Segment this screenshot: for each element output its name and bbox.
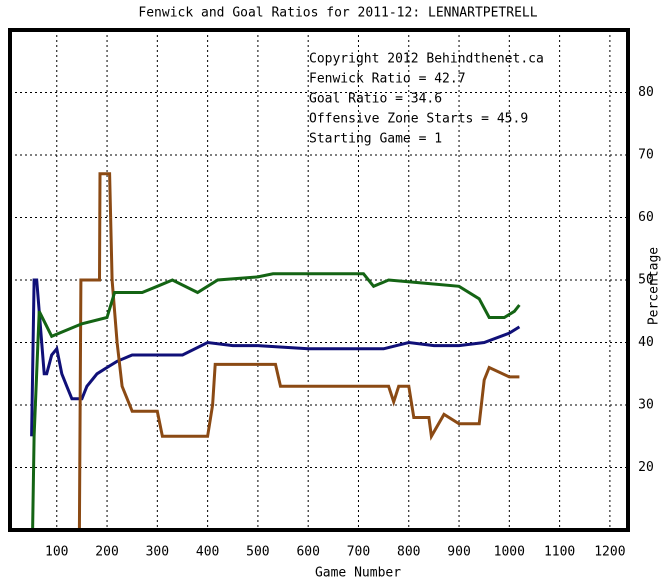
- y-tick-label: 50: [638, 273, 654, 288]
- legend-label: Offensive Zone Starts = 45.9: [309, 112, 528, 127]
- annotation: Starting Game = 1: [309, 132, 442, 147]
- y-tick-label: 30: [638, 398, 654, 413]
- x-tick-label: 800: [397, 545, 420, 560]
- x-tick-label: 900: [447, 545, 470, 560]
- x-tick-label: 500: [246, 545, 269, 560]
- annotation: Copyright 2012 Behindthenet.ca: [309, 52, 544, 67]
- series-line: [31, 272, 521, 531]
- legend-label: Goal Ratio = 34.6: [309, 92, 442, 107]
- series-line: [30, 278, 521, 437]
- x-tick-label: 700: [347, 545, 370, 560]
- y-tick-label: 20: [638, 460, 654, 475]
- y-axis-label: Percentage: [647, 247, 662, 325]
- series-line: [77, 172, 520, 531]
- x-tick-label: 300: [146, 545, 169, 560]
- x-tick-label: 600: [296, 545, 319, 560]
- x-tick-label: 200: [95, 545, 118, 560]
- x-tick-label: 1100: [544, 545, 575, 560]
- x-tick-label: 100: [45, 545, 68, 560]
- legend-label: Fenwick Ratio = 42.7: [309, 72, 466, 87]
- x-axis-label: Game Number: [315, 566, 401, 580]
- y-tick-label: 60: [638, 210, 654, 225]
- plot-border: [8, 28, 630, 532]
- x-tick-label: 400: [196, 545, 219, 560]
- y-tick-label: 80: [638, 85, 654, 100]
- x-tick-label: 1200: [594, 545, 625, 560]
- y-tick-label: 70: [638, 148, 654, 163]
- chart-title: Fenwick and Goal Ratios for 2011-12: LEN…: [138, 6, 537, 21]
- x-tick-label: 1000: [494, 545, 525, 560]
- y-tick-label: 40: [638, 335, 654, 350]
